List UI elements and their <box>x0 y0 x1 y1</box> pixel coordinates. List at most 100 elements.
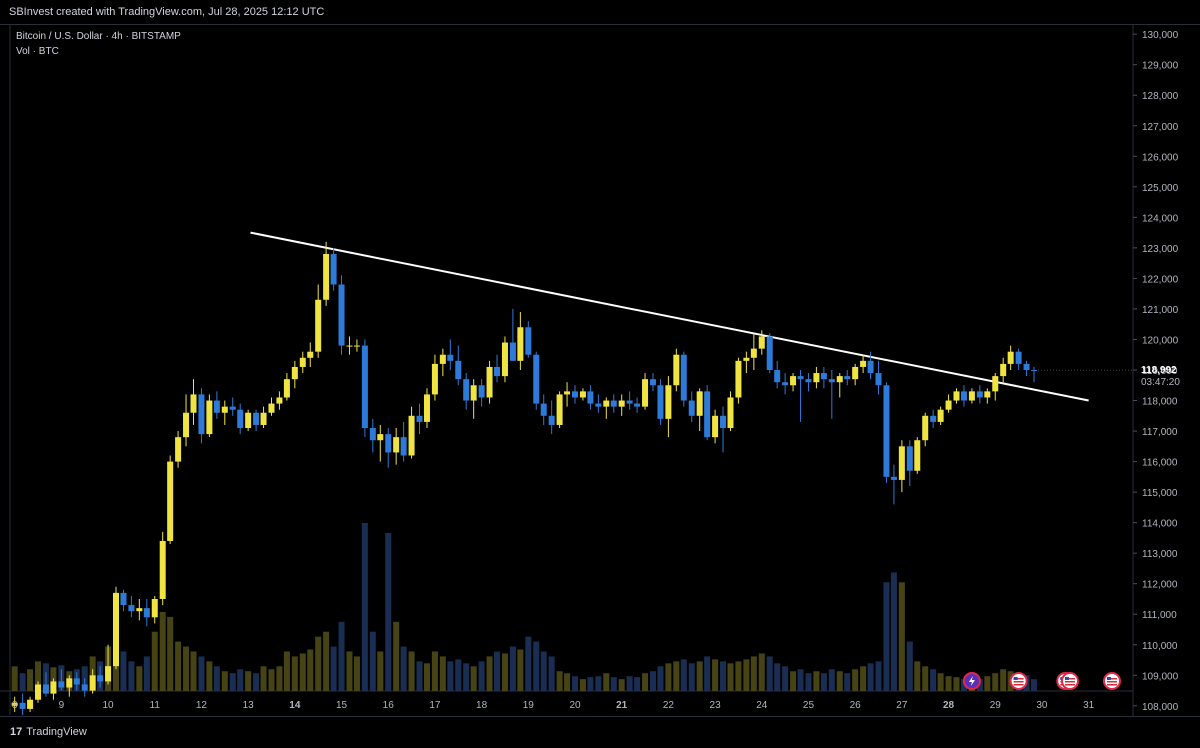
volume-bar[interactable] <box>890 572 897 691</box>
candle[interactable] <box>307 342 314 367</box>
volume-bar[interactable] <box>260 666 267 691</box>
volume-bar[interactable] <box>175 641 182 691</box>
volume-bar[interactable] <box>642 673 649 691</box>
candle[interactable] <box>330 247 337 291</box>
volume-bar[interactable] <box>953 677 960 691</box>
volume-bar[interactable] <box>525 636 532 691</box>
candle[interactable] <box>564 382 571 407</box>
candle[interactable] <box>346 336 353 355</box>
candle[interactable] <box>579 388 586 401</box>
candle[interactable] <box>743 351 750 374</box>
volume-bar[interactable] <box>680 659 687 691</box>
volume-bar[interactable] <box>167 616 174 691</box>
volume-bar[interactable] <box>323 631 330 691</box>
candle[interactable] <box>750 333 757 370</box>
volume-bar[interactable] <box>712 659 719 691</box>
candle[interactable] <box>906 440 913 487</box>
volume-bar[interactable] <box>206 661 213 691</box>
candle[interactable] <box>463 373 470 410</box>
candle[interactable] <box>268 397 275 416</box>
volume-bar[interactable] <box>984 676 991 691</box>
volume-bar[interactable] <box>704 656 711 691</box>
volume-bar[interactable] <box>501 653 508 691</box>
candle[interactable] <box>221 400 228 425</box>
candle[interactable] <box>470 379 477 419</box>
candle[interactable] <box>299 351 306 374</box>
volume-bar[interactable] <box>35 661 42 691</box>
volume-bar[interactable] <box>198 656 205 691</box>
volume-bar[interactable] <box>922 666 929 691</box>
candle[interactable] <box>649 373 656 392</box>
candle[interactable] <box>58 669 65 691</box>
candle[interactable] <box>657 379 664 425</box>
us-flag-icon[interactable] <box>1060 672 1079 690</box>
candle[interactable] <box>136 598 143 621</box>
volume-bar[interactable] <box>447 661 454 691</box>
volume-bar[interactable] <box>688 663 695 691</box>
candle[interactable] <box>377 424 384 462</box>
volume-legend[interactable]: Vol · BTC <box>16 46 59 57</box>
candle[interactable] <box>953 388 960 404</box>
candle[interactable] <box>509 308 516 361</box>
volume-bar[interactable] <box>299 653 306 691</box>
volume-bar[interactable] <box>860 666 867 691</box>
volume-bar[interactable] <box>338 621 345 691</box>
candle[interactable] <box>291 360 298 389</box>
volume-bar[interactable] <box>377 651 384 691</box>
volume-bar[interactable] <box>27 669 34 691</box>
volume-bar[interactable] <box>494 651 501 691</box>
candle[interactable] <box>400 421 407 462</box>
candle[interactable] <box>603 397 610 419</box>
volume-bar[interactable] <box>307 649 314 691</box>
volume-bar[interactable] <box>11 666 18 691</box>
candle[interactable] <box>704 385 711 441</box>
volume-bar[interactable] <box>19 673 26 691</box>
candle[interactable] <box>105 644 112 685</box>
candle[interactable] <box>50 678 57 700</box>
candle[interactable] <box>175 431 182 468</box>
volume-bar[interactable] <box>416 661 423 691</box>
tradingview-logo[interactable]: 17 TradingView <box>10 726 87 738</box>
candle[interactable] <box>813 366 820 389</box>
candle[interactable] <box>665 376 672 438</box>
candle[interactable] <box>984 388 991 404</box>
candle[interactable] <box>525 321 532 358</box>
volume-bar[interactable] <box>190 651 197 691</box>
volume-bar[interactable] <box>213 666 220 691</box>
candle[interactable] <box>315 284 322 358</box>
candle[interactable] <box>439 348 446 377</box>
volume-bar[interactable] <box>766 656 773 691</box>
volume-bar[interactable] <box>330 646 337 691</box>
volume-bar[interactable] <box>540 651 547 691</box>
volume-bar[interactable] <box>587 677 594 691</box>
candle[interactable] <box>720 406 727 453</box>
volume-bar[interactable] <box>735 661 742 691</box>
candle[interactable] <box>42 672 49 697</box>
candle[interactable] <box>556 391 563 429</box>
volume-bar[interactable] <box>556 671 563 691</box>
candle[interactable] <box>128 595 135 618</box>
volume-bar[interactable] <box>283 651 290 691</box>
volume-bar[interactable] <box>237 669 244 691</box>
volume-bar[interactable] <box>883 582 890 691</box>
candle[interactable] <box>213 391 220 419</box>
candle[interactable] <box>820 366 827 389</box>
volume-bar[interactable] <box>517 649 524 691</box>
candle[interactable] <box>914 437 921 474</box>
candle[interactable] <box>1023 360 1030 377</box>
volume-bar[interactable] <box>595 676 602 691</box>
candle[interactable] <box>517 311 524 370</box>
candle[interactable] <box>237 403 244 435</box>
candle[interactable] <box>159 531 166 606</box>
candle[interactable] <box>27 696 34 712</box>
candle[interactable] <box>540 394 547 425</box>
candle[interactable] <box>587 385 594 410</box>
candle[interactable] <box>260 406 267 429</box>
volume-bar[interactable] <box>720 661 727 691</box>
volume-bar[interactable] <box>120 651 127 691</box>
candle[interactable] <box>447 339 454 370</box>
candle[interactable] <box>1007 345 1014 370</box>
candle[interactable] <box>369 418 376 453</box>
candle[interactable] <box>206 394 213 438</box>
candle[interactable] <box>73 672 80 691</box>
